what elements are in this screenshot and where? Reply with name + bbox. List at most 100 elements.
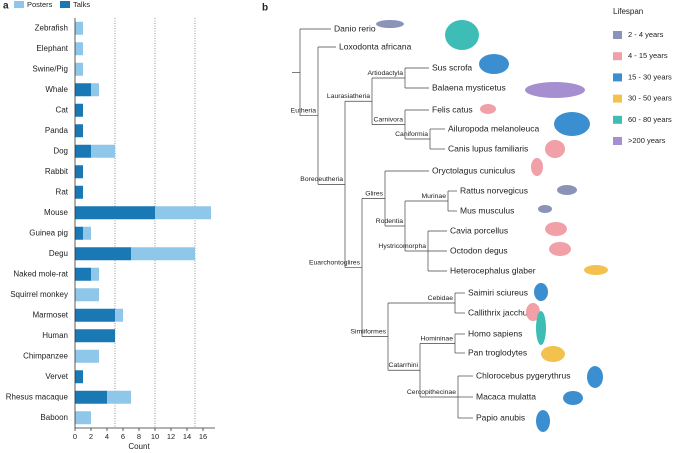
x-tick-label: 8 [137, 432, 141, 441]
species-label: Canis lupus familiaris [448, 143, 528, 153]
species-label: Homo sapiens [468, 328, 522, 338]
bar-segment [75, 185, 83, 199]
animal-icon [563, 391, 583, 405]
bar-segment [75, 165, 83, 179]
animal-icon [554, 112, 590, 136]
legend-label: 30 - 50 years [628, 94, 672, 103]
legend-swatch [613, 94, 622, 103]
bar-segment [115, 308, 123, 322]
y-tick-label: Zebrafish [35, 23, 68, 32]
legend-label: >200 years [628, 136, 666, 145]
clade-label: Cercopithecinae [407, 389, 456, 396]
animal-icon [534, 283, 548, 301]
animal-icon [545, 222, 567, 236]
y-tick-label: Elephant [36, 44, 68, 53]
animal-icon [526, 303, 540, 321]
legend-swatch [60, 1, 70, 8]
species-label: Cavia porcellus [450, 225, 508, 235]
species-label: Octodon degus [450, 245, 508, 255]
x-tick-label: 10 [151, 432, 159, 441]
y-tick-label: Guinea pig [29, 228, 68, 237]
species-label: Felis catus [432, 104, 473, 114]
legend-swatch [613, 31, 622, 39]
bar-segment [91, 83, 99, 97]
y-tick-label: Panda [45, 126, 69, 135]
species-label: Papio anubis [476, 412, 525, 422]
x-tick-label: 6 [121, 432, 125, 441]
legend-swatch [613, 73, 622, 82]
animal-icon [525, 82, 585, 98]
legend-label: 2 - 4 years [628, 30, 664, 39]
species-label: Sus scrofa [432, 62, 472, 72]
species-label: Saimiri sciureus [468, 287, 528, 297]
bar-segment [75, 83, 91, 97]
legend-swatch [613, 52, 622, 61]
x-tick-label: 4 [105, 432, 109, 441]
bar-segment [75, 124, 83, 138]
x-axis-label: Count [128, 442, 150, 451]
clade-label: Artiodactyla [367, 70, 403, 77]
y-tick-label: Chimpanzee [23, 351, 68, 360]
species-label: Mus musculus [460, 205, 514, 215]
y-tick-label: Mouse [44, 208, 69, 217]
bar-segment [75, 308, 115, 322]
x-tick-label: 0 [73, 432, 77, 441]
species-label: Danio rerio [334, 23, 376, 33]
bar-segment [75, 349, 99, 363]
bar-segment [75, 226, 83, 240]
y-tick-label: Rhesus macaque [6, 392, 69, 401]
bar-segment [75, 390, 107, 404]
species-label: Ailuropoda melanoleuca [448, 123, 539, 133]
species-label: Pan troglodytes [468, 347, 527, 357]
bar-segment [91, 144, 115, 158]
bar-segment [75, 42, 83, 56]
animal-icon [445, 20, 479, 50]
clade-label: Homininae [421, 335, 454, 342]
bar-segment [155, 206, 211, 220]
bar-segment [131, 247, 195, 261]
bar-segment [75, 62, 83, 76]
animal-icon [557, 185, 577, 195]
legend-swatch [14, 1, 24, 8]
y-tick-label: Naked mole-rat [13, 269, 68, 278]
animal-icon [541, 346, 565, 362]
legend-label: Talks [73, 0, 90, 9]
clade-label: Eutheria [291, 108, 317, 115]
y-tick-label: Cat [56, 105, 69, 114]
bar-segment [107, 390, 131, 404]
species-label: Macaca mulatta [476, 391, 536, 401]
y-tick-label: Swine/Pig [32, 64, 68, 73]
bar-segment [75, 206, 155, 220]
bar-segment [75, 103, 83, 117]
clade-label: Boreoeutheria [300, 176, 343, 183]
species-label: Chlorocebus pygerythrus [476, 370, 571, 380]
legend-label: 4 - 15 years [628, 51, 668, 60]
legend-swatch [613, 137, 622, 145]
legend-title: Lifespan [613, 7, 643, 16]
animal-icon [584, 265, 608, 275]
x-tick-label: 12 [167, 432, 175, 441]
bar-segment [91, 267, 99, 281]
clade-label: Euarchontoglires [309, 259, 361, 266]
x-tick-label: 16 [199, 432, 207, 441]
clade-label: Laurasiatheria [327, 93, 370, 100]
y-tick-label: Whale [45, 85, 68, 94]
animal-icon [545, 140, 565, 158]
clade-label: Murinae [421, 193, 446, 200]
y-tick-label: Baboon [40, 413, 68, 422]
species-label: Oryctolagus cuniculus [432, 165, 515, 175]
clade-label: Rodentia [376, 218, 403, 225]
animal-icon [480, 104, 496, 114]
bar-segment [75, 267, 91, 281]
legend-swatch [613, 115, 622, 124]
species-label: Balaena mysticetus [432, 82, 506, 92]
species-label: Heterocephalus glaber [450, 265, 536, 275]
animal-icon [538, 205, 552, 213]
clade-label: Catarrhini [389, 362, 419, 369]
animal-icon [531, 158, 543, 176]
legend-label: Posters [27, 0, 53, 9]
y-tick-label: Squirrel monkey [10, 290, 68, 299]
y-tick-label: Human [42, 331, 68, 340]
legend-label: 15 - 30 years [628, 72, 672, 81]
x-tick-label: 14 [183, 432, 191, 441]
